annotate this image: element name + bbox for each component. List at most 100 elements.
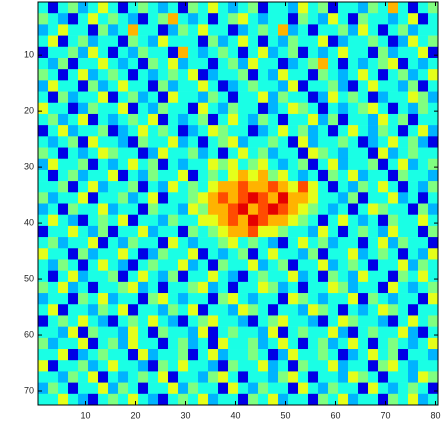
heatmap-cell	[428, 214, 439, 227]
heatmap-cell	[398, 102, 409, 115]
heatmap-cell	[358, 237, 369, 249]
heatmap-cell	[348, 80, 359, 92]
heatmap-cell	[408, 24, 419, 36]
heatmap-cell	[128, 169, 139, 182]
heatmap-cell	[278, 203, 289, 215]
heatmap-cell	[348, 293, 359, 305]
heatmap-cell	[288, 125, 299, 137]
heatmap-cell	[238, 46, 249, 59]
heatmap-cell	[178, 35, 189, 48]
heatmap-cell	[428, 136, 439, 148]
heatmap-cell	[88, 147, 99, 160]
heatmap-cell	[278, 248, 289, 260]
heatmap-cell	[368, 136, 379, 148]
heatmap-cell	[258, 270, 269, 283]
heatmap-cell	[318, 69, 329, 81]
heatmap-cell	[98, 169, 109, 182]
heatmap-cell	[288, 293, 299, 305]
heatmap-cell	[88, 102, 99, 115]
heatmap-cell	[318, 315, 329, 327]
heatmap-cell	[118, 35, 129, 48]
heatmap-cell	[158, 113, 169, 126]
heatmap-cell	[328, 125, 339, 137]
heatmap-cell	[298, 237, 309, 249]
heatmap-cell	[248, 147, 259, 160]
heatmap-cell	[318, 237, 329, 249]
heatmap-cell	[318, 304, 329, 316]
heatmap-cell	[58, 237, 69, 249]
heatmap-cell	[188, 270, 199, 283]
heatmap-cell	[218, 13, 229, 25]
heatmap-cell	[138, 326, 149, 339]
heatmap-cell	[88, 57, 99, 70]
heatmap-cell	[38, 113, 49, 126]
heatmap-cell	[288, 181, 299, 193]
heatmap-cell	[258, 371, 269, 383]
heatmap-cell	[98, 281, 109, 294]
heatmap-cell	[128, 69, 139, 81]
heatmap-cell	[178, 158, 189, 171]
heatmap-cell	[148, 203, 159, 215]
heatmap-cell	[288, 102, 299, 115]
heatmap-cell	[98, 237, 109, 249]
heatmap-cell	[78, 293, 89, 305]
heatmap-cell	[158, 13, 169, 25]
heatmap-cell	[68, 35, 79, 48]
heatmap-cell	[348, 270, 359, 283]
heatmap-cell	[388, 382, 399, 395]
heatmap-cell	[158, 349, 169, 361]
heatmap-cell	[328, 293, 339, 305]
heatmap-cell	[238, 337, 249, 350]
heatmap-cell	[218, 337, 229, 350]
heatmap-cell	[428, 57, 439, 70]
heatmap-cell	[308, 91, 319, 104]
heatmap-cell	[148, 169, 159, 182]
heatmap-cell	[48, 304, 59, 316]
heatmap-cell	[138, 214, 149, 227]
heatmap-cell	[38, 349, 49, 361]
heatmap-cell	[128, 125, 139, 137]
heatmap-cell	[38, 281, 49, 294]
heatmap-cell	[238, 125, 249, 137]
heatmap-cell	[418, 393, 429, 406]
heatmap-cell	[328, 337, 339, 350]
heatmap-cell	[58, 147, 69, 160]
heatmap-cell	[398, 203, 409, 215]
heatmap-cell	[158, 393, 169, 406]
heatmap-cell	[178, 360, 189, 372]
heatmap-cell	[188, 248, 199, 260]
heatmap-cell	[168, 281, 179, 294]
heatmap-cell	[238, 203, 249, 215]
heatmap-cell	[358, 13, 369, 25]
heatmap-cell	[258, 102, 269, 115]
heatmap-cell	[208, 281, 219, 294]
heatmap-cell	[198, 181, 209, 193]
heatmap-cell	[148, 113, 159, 126]
heatmap-cell	[198, 24, 209, 36]
heatmap-cell	[38, 13, 49, 25]
heatmap-cell	[238, 80, 249, 92]
heatmap-cell	[418, 382, 429, 395]
heatmap-cell	[208, 57, 219, 70]
heatmap-cell	[278, 24, 289, 36]
heatmap-cell	[308, 13, 319, 25]
heatmap-cell	[168, 349, 179, 361]
heatmap-cell	[218, 225, 229, 238]
heatmap-cell	[168, 35, 179, 48]
heatmap-cell	[58, 270, 69, 283]
heatmap-cell	[188, 113, 199, 126]
heatmap-cell	[228, 281, 239, 294]
heatmap-cell	[128, 237, 139, 249]
heatmap-cell	[408, 315, 419, 327]
heatmap-cell	[388, 69, 399, 81]
heatmap-cell	[258, 360, 269, 372]
heatmap-cell	[428, 371, 439, 383]
heatmap-cell	[408, 203, 419, 215]
heatmap-cell	[338, 113, 349, 126]
heatmap-cell	[408, 13, 419, 25]
heatmap-cell	[88, 136, 99, 148]
heatmap-cell	[98, 80, 109, 92]
heatmap-cell	[308, 46, 319, 59]
heatmap-cell	[418, 214, 429, 227]
heatmap-cell	[408, 2, 419, 14]
